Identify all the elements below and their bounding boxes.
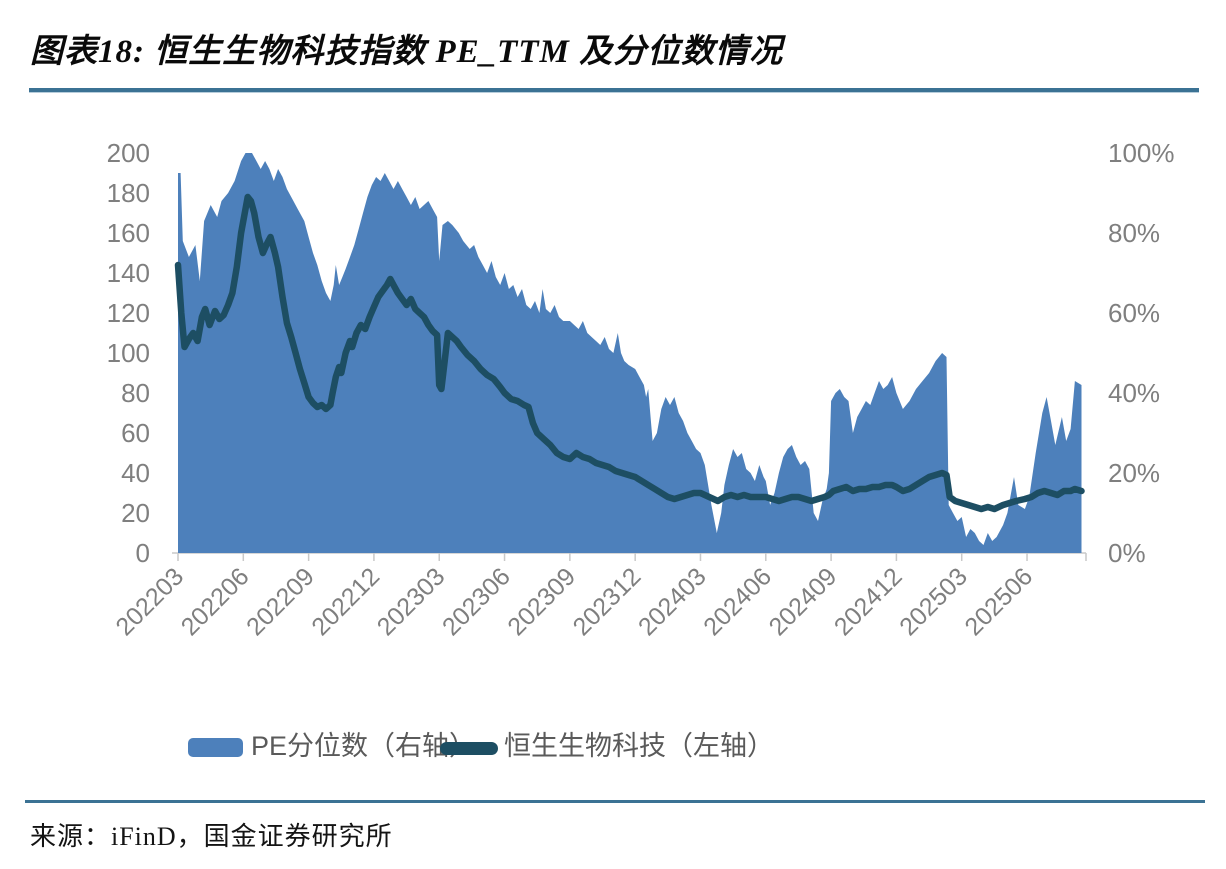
left-axis-label: 100 bbox=[107, 338, 150, 368]
left-axis-label: 200 bbox=[107, 138, 150, 168]
figure-title: 图表18: 恒生生物科技指数 PE_TTM 及分位数情况 bbox=[30, 34, 784, 70]
left-axis-label: 60 bbox=[121, 418, 150, 448]
x-axis-label: 202312 bbox=[568, 562, 647, 641]
x-axis-label: 202503 bbox=[894, 562, 973, 641]
left-axis-label: 20 bbox=[121, 498, 150, 528]
x-axis-label: 202406 bbox=[698, 562, 777, 641]
line-series-hs-biotech bbox=[174, 193, 1085, 513]
x-axis-label: 202403 bbox=[633, 562, 712, 641]
legend-label-hs-biotech: 恒生生物科技（左轴） bbox=[504, 731, 774, 761]
title-divider bbox=[29, 88, 1199, 93]
right-axis-label: 80% bbox=[1108, 218, 1160, 248]
legend-label-pe-percentile: PE分位数（右轴） bbox=[251, 731, 477, 761]
left-axis-label: 120 bbox=[107, 298, 150, 328]
x-axis-label: 202412 bbox=[829, 562, 908, 641]
footer-divider bbox=[25, 800, 1205, 803]
area-swatch-icon bbox=[188, 737, 243, 757]
right-axis-label: 20% bbox=[1108, 458, 1160, 488]
legend-item-hs-biotech: 恒生生物科技（左轴） bbox=[440, 731, 774, 761]
left-axis-label: 0 bbox=[136, 538, 150, 568]
x-axis-label: 202409 bbox=[764, 562, 843, 641]
x-axis-label: 202506 bbox=[959, 562, 1038, 641]
right-axis-label: 100% bbox=[1108, 138, 1175, 168]
right-axis-label: 60% bbox=[1108, 298, 1160, 328]
x-axis-label: 202309 bbox=[502, 562, 581, 641]
x-axis-label: 202203 bbox=[110, 562, 189, 641]
line-swatch-icon bbox=[440, 741, 498, 755]
pe-ttm-percentile-chart: 2022032022062022092022122023032023062023… bbox=[107, 138, 1175, 641]
left-axis-label: 40 bbox=[121, 458, 150, 488]
source-note: 来源：iFinD，国金证券研究所 bbox=[30, 822, 393, 851]
right-axis-label: 40% bbox=[1108, 378, 1160, 408]
x-axis-label: 202206 bbox=[176, 562, 255, 641]
x-axis-label: 202209 bbox=[241, 562, 320, 641]
x-axis-label: 202306 bbox=[437, 562, 516, 641]
left-axis-label: 180 bbox=[107, 178, 150, 208]
right-axis-label: 0% bbox=[1108, 538, 1146, 568]
left-axis-label: 140 bbox=[107, 258, 150, 288]
left-axis-label: 160 bbox=[107, 218, 150, 248]
x-axis-label: 202212 bbox=[306, 562, 385, 641]
x-axis-label: 202303 bbox=[372, 562, 451, 641]
area-series-pe-percentile bbox=[178, 153, 1082, 553]
legend-item-pe-percentile: PE分位数（右轴） bbox=[188, 731, 476, 761]
left-axis-label: 80 bbox=[121, 378, 150, 408]
